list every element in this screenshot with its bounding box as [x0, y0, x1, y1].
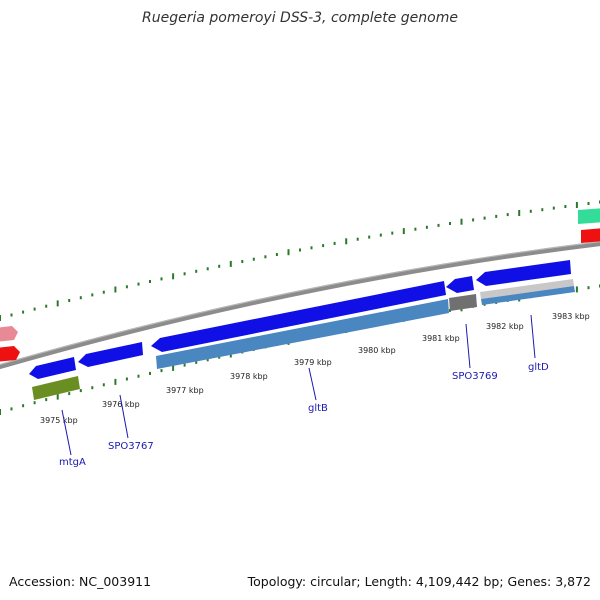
gene-label-mtgA[interactable]: mtgA	[59, 457, 86, 468]
gene-feature-gltD-light[interactable]	[480, 279, 574, 299]
scale-label: 3982 kbp	[486, 322, 524, 331]
cds-feature-left-red[interactable]	[0, 346, 20, 362]
gene-feature-gltB[interactable]	[156, 299, 449, 369]
scale-label: 3981 kbp	[422, 334, 460, 343]
gene-label-gltB[interactable]: gltB	[308, 403, 328, 414]
genome-backbone	[0, 241, 600, 370]
scale-label: 3978 kbp	[230, 372, 268, 381]
cds-feature-right-green[interactable]	[578, 208, 600, 224]
map-title: Ruegeria pomeroyi DSS-3, complete genome	[142, 10, 458, 26]
scale-label: 3979 kbp	[294, 358, 332, 367]
cds-feature-1[interactable]	[29, 357, 76, 379]
lower-tick-track	[0, 284, 600, 415]
scale-label: 3977 kbp	[166, 386, 204, 395]
accession-label: Accession: NC_003911	[9, 574, 152, 589]
gene-feature-mtgA[interactable]	[32, 376, 80, 400]
gene-label-gltD[interactable]: gltD	[528, 362, 549, 373]
scale-label: 3975 kbp	[40, 416, 78, 425]
cds-feature-left-pink[interactable]	[0, 326, 18, 342]
scale-label: 3983 kbp	[552, 312, 590, 321]
cds-feature-gltB[interactable]	[151, 281, 446, 352]
genome-summary: Topology: circular; Length: 4,109,442 bp…	[247, 574, 591, 589]
gene-label-spo3769[interactable]: SPO3769	[452, 371, 498, 382]
gene-label-lines	[61, 314, 536, 456]
upper-tick-track	[0, 200, 600, 321]
gene-feature-gray[interactable]	[449, 294, 477, 311]
cds-feature-spo3769[interactable]	[446, 276, 474, 293]
gene-labels: mtgA SPO3767 gltB SPO3769 gltD	[59, 362, 549, 468]
scale-labels: 3975 kbp 3976 kbp 3977 kbp 3978 kbp 3979…	[40, 312, 590, 425]
cds-feature-right-red[interactable]	[581, 228, 600, 243]
cds-feature-gltD[interactable]	[476, 260, 571, 286]
gene-feature-gltD[interactable]	[481, 286, 575, 305]
scale-label: 3976 kbp	[102, 400, 140, 409]
gene-label-spo3767[interactable]: SPO3767	[108, 441, 154, 452]
cds-feature-spo3767[interactable]	[78, 342, 143, 367]
scale-label: 3980 kbp	[358, 346, 396, 355]
